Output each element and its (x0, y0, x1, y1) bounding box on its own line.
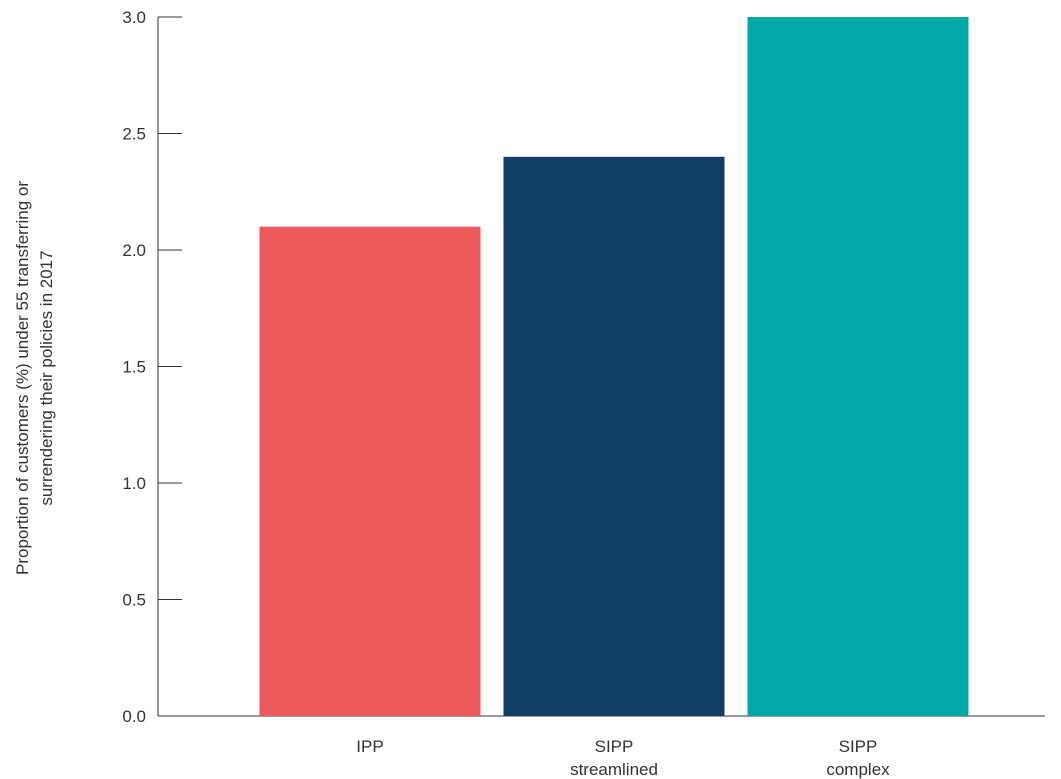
y-tick-label-4: 2.0 (122, 241, 146, 260)
bar-2 (747, 17, 969, 716)
y-tick-label-2: 1.0 (122, 474, 146, 493)
y-axis-title: Proportion of customers (%) under 55 tra… (13, 181, 56, 575)
bar-1 (503, 156, 725, 717)
category-label-1-line-1: streamlined (570, 760, 658, 779)
category-labels: IPP SIPP streamlined SIPP complex (356, 737, 890, 779)
y-axis-title-line-0: Proportion of customers (%) under 55 tra… (13, 181, 32, 575)
category-label-0-line-0: IPP (356, 737, 383, 756)
y-tick-label-3: 1.5 (122, 358, 146, 377)
y-tick-label-5: 2.5 (122, 125, 146, 144)
y-tick-label-1: 0.5 (122, 591, 146, 610)
y-axis-label: Proportion of customers (%) under 55 tra… (13, 181, 56, 575)
y-tick-label-0: 0.0 (122, 707, 146, 726)
category-label-2-line-1: complex (826, 760, 890, 779)
category-label-0: IPP (356, 737, 383, 756)
y-axis-title-line-1: surrendering their policies in 2017 (37, 250, 56, 505)
category-label-2: SIPP complex (826, 737, 890, 779)
category-label-1-line-0: SIPP (595, 737, 634, 756)
category-label-1: SIPP streamlined (570, 737, 658, 779)
bars (259, 17, 969, 717)
bar-0 (259, 226, 481, 716)
category-label-2-line-0: SIPP (839, 737, 878, 756)
y-axis: 0.0 0.5 1.0 1.5 2.0 2.5 3.0 (122, 8, 182, 726)
y-tick-label-6: 3.0 (122, 8, 146, 27)
